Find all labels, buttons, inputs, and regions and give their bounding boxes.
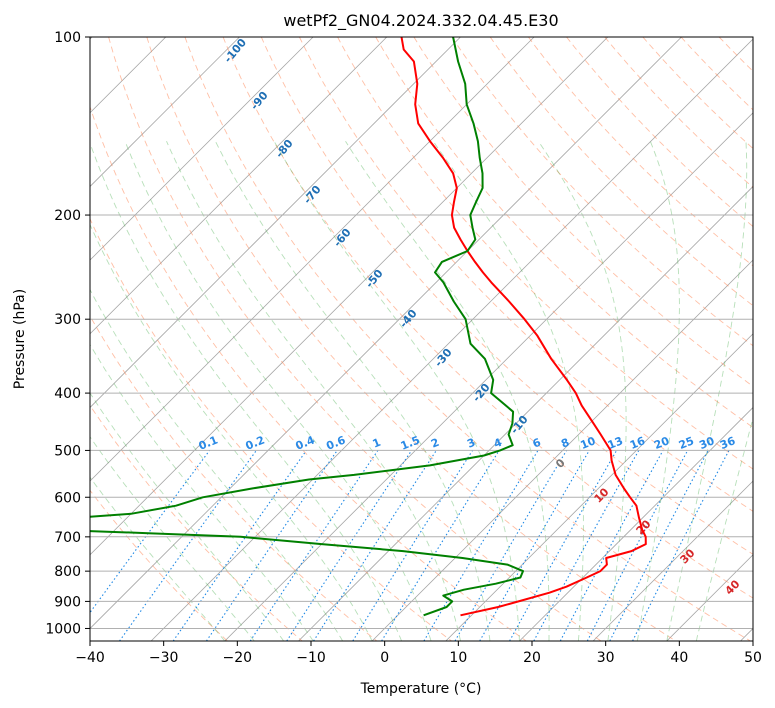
y-axis: 100 200 300 400 500 600 700 800 900 1000 bbox=[45, 30, 90, 637]
isotherm-line bbox=[224, 112, 753, 641]
pressure-gridlines bbox=[90, 37, 753, 629]
dry-adiabat-line bbox=[90, 105, 527, 641]
y-tick-label: 300 bbox=[54, 312, 81, 328]
x-tick-label: 30 bbox=[597, 650, 615, 666]
x-tick-label: 0 bbox=[380, 650, 389, 666]
dry-adiabat-line bbox=[451, 37, 753, 347]
dry-adiabat-line bbox=[90, 217, 452, 641]
mixing-ratio-label: 13 bbox=[606, 434, 625, 452]
mixing-ratio-line bbox=[509, 450, 618, 641]
dewpoint-profile-line bbox=[90, 37, 524, 617]
dry-adiabat-line bbox=[108, 37, 602, 641]
y-tick-label: 700 bbox=[54, 530, 81, 546]
y-axis-label: Pressure (hPa) bbox=[12, 289, 28, 389]
dry-adiabat-line bbox=[90, 315, 378, 641]
isotherm-line bbox=[445, 333, 753, 641]
dry-adiabat-line bbox=[375, 37, 753, 428]
plot-frame bbox=[89, 36, 754, 642]
mixing-ratio-line bbox=[286, 450, 413, 641]
y-tick-label: 800 bbox=[54, 564, 81, 580]
mixing-ratio-label: 1 bbox=[371, 436, 383, 451]
isotherm-line bbox=[90, 37, 461, 409]
isotherm-line bbox=[90, 37, 609, 556]
dry-adiabat-line bbox=[337, 37, 753, 470]
isotherm-line bbox=[150, 38, 753, 641]
isotherm-line bbox=[371, 259, 753, 641]
dry-adiabat-line bbox=[260, 37, 753, 555]
mixing-ratio-label: 10 bbox=[578, 434, 597, 452]
temperature-profile-line bbox=[400, 37, 647, 617]
mixing-ratio-line bbox=[381, 450, 500, 641]
mixing-ratio-line bbox=[559, 450, 664, 641]
dry-adiabat-line bbox=[146, 37, 676, 641]
mixing-ratio-label: 8 bbox=[559, 436, 571, 451]
dry-adiabat-line bbox=[528, 37, 753, 267]
dry-adiabat-line bbox=[642, 37, 753, 150]
mixing-ratio-label: 36 bbox=[718, 434, 737, 452]
mixing-ratio-label: 2 bbox=[429, 436, 441, 451]
dry-adiabat-line bbox=[298, 37, 753, 512]
mixing-ratio-line bbox=[172, 450, 307, 641]
x-tick-label: −10 bbox=[296, 650, 326, 666]
dry-adiabat-line bbox=[757, 37, 775, 641]
mixing-ratio-line bbox=[632, 450, 730, 641]
mixing-ratio-line bbox=[533, 450, 640, 641]
dry-adiabat-line bbox=[413, 37, 753, 387]
x-axis-label: Temperature (°C) bbox=[360, 681, 482, 697]
dry-adiabat-line bbox=[566, 37, 753, 228]
isotherm-line bbox=[519, 406, 753, 641]
mixing-ratio-line bbox=[205, 450, 338, 641]
plot-area: 0.1 0.2 0.4 0.6 1 1.5 2 3 4 6 8 10 13 16 20 25 30 36-100-… bbox=[89, 36, 775, 642]
isotherm-line bbox=[592, 480, 753, 641]
profile-lines bbox=[90, 37, 647, 617]
dry-adiabat-line bbox=[184, 37, 751, 641]
x-tick-label: −40 bbox=[75, 650, 105, 666]
mixing-ratio-label: 20 bbox=[652, 434, 671, 452]
dry-adiabat-line bbox=[222, 37, 753, 599]
mixing-ratio-label: 30 bbox=[697, 434, 716, 452]
mixing-ratio-label: 3 bbox=[465, 436, 477, 451]
mixing-ratio-label: 25 bbox=[677, 434, 696, 452]
isotherm-line bbox=[298, 185, 753, 641]
x-axis: −40 −30 −20 −10 0 10 20 30 40 50 bbox=[75, 641, 762, 666]
mixing-ratio-line bbox=[313, 450, 437, 641]
x-tick-label: 20 bbox=[523, 650, 541, 666]
x-tick-label: −20 bbox=[223, 650, 253, 666]
x-tick-label: 10 bbox=[449, 650, 467, 666]
y-tick-label: 900 bbox=[54, 594, 81, 610]
mixing-ratio-line bbox=[90, 450, 211, 614]
mixing-ratio-label: 16 bbox=[628, 434, 647, 452]
isotherm-line bbox=[90, 37, 314, 261]
x-tick-label: −30 bbox=[149, 650, 179, 666]
x-tick-label: 50 bbox=[744, 650, 762, 666]
mixing-ratio-line bbox=[249, 450, 379, 641]
y-tick-label: 500 bbox=[54, 443, 81, 459]
background-line-labels: 0.1 0.2 0.4 0.6 1 1.5 2 3 4 6 8 10 13 16 20 25 30 36-100-… bbox=[197, 36, 743, 598]
isotherm-line bbox=[90, 37, 682, 630]
y-tick-label: 400 bbox=[54, 386, 81, 402]
isotherm-line bbox=[90, 37, 240, 188]
y-tick-label: 600 bbox=[54, 490, 81, 506]
isotherm-line bbox=[90, 37, 535, 482]
plot-background bbox=[90, 37, 753, 641]
y-tick-label: 1000 bbox=[45, 621, 81, 637]
chart-title: wetPf2_GN04.2024.332.04.45.E30 bbox=[283, 11, 558, 31]
y-tick-label: 100 bbox=[54, 30, 81, 46]
x-tick-label: 40 bbox=[670, 650, 688, 666]
y-tick-label: 200 bbox=[54, 208, 81, 224]
isotherm-line bbox=[90, 37, 388, 335]
